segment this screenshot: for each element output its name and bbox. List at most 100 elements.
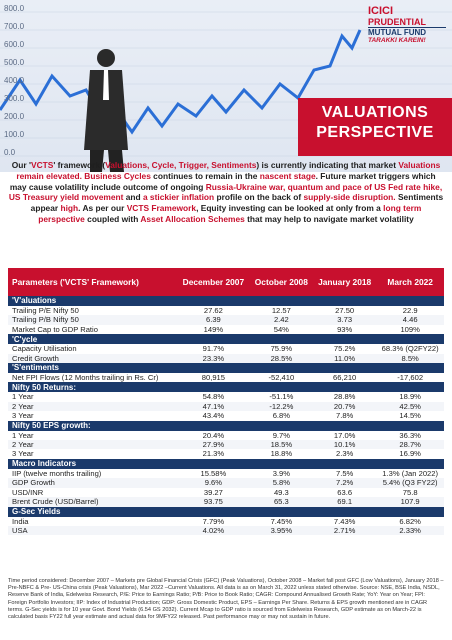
- section-title: Nifty 50 Returns:: [8, 382, 444, 393]
- table-header-row: Parameters ('VCTS' Framework) December 2…: [8, 268, 444, 296]
- trend-line-graphic: [0, 29, 362, 135]
- row-label: 1 Year: [12, 430, 34, 440]
- row-value: 6.39: [177, 315, 250, 325]
- row-value: -52,410: [268, 373, 295, 383]
- row-value: 68.3% (Q2FY22): [381, 344, 439, 354]
- hero-banner: 800.0 700.0 600.0 500.0 400.0 300.0 200.…: [0, 0, 452, 172]
- row-label: USA: [8, 525, 178, 536]
- row-value: 93.75: [177, 497, 250, 507]
- section-header-row: Macro Indicators: [8, 458, 444, 469]
- row-value: -17,602: [397, 373, 424, 383]
- row-value: 47.1%: [177, 401, 250, 412]
- row-value: 3.95%: [249, 525, 313, 536]
- row-value: 28.5%: [249, 353, 313, 364]
- section-header-row: 'V'aluations: [8, 296, 444, 306]
- y-tick: 800.0: [4, 4, 25, 13]
- row-value: 20.4%: [202, 430, 225, 440]
- y-tick: 600.0: [4, 40, 25, 49]
- row-value: 20.7%: [313, 401, 377, 412]
- table-body: 'V'aluations Trailing P/E Nifty 50 27.62 12…: [8, 296, 444, 536]
- row-value: 18.8%: [270, 449, 293, 459]
- row-value: -12.2%: [249, 401, 313, 412]
- row-value: 7.79%: [202, 516, 225, 526]
- row-value: 39.27: [203, 487, 223, 497]
- row-value: -51.1%: [269, 392, 294, 402]
- row-value: 3.73: [313, 315, 377, 325]
- logo-fund: MUTUAL FUND: [368, 27, 446, 37]
- table-row: 3 Year 43.4% 6.8% 7.8% 14.5%: [8, 411, 444, 420]
- row-value: 7.2%: [313, 478, 377, 488]
- section-header-row: 'C'ycle: [8, 334, 444, 345]
- row-value: 4.02%: [177, 525, 250, 536]
- row-value: 63.6: [337, 487, 353, 497]
- section-header-row: G-Sec Yields: [8, 506, 444, 517]
- table-row: 1 Year 20.4% 9.7% 17.0% 36.3%: [8, 431, 444, 440]
- row-value: 65.3: [249, 497, 313, 507]
- row-value: 7.8%: [336, 411, 354, 421]
- header-dec-2007: December 2007: [177, 268, 250, 296]
- row-value: 7.5%: [336, 468, 354, 478]
- section-header-row: 'S'entiments: [8, 363, 444, 374]
- row-value: 1.3% (Jan 2022): [382, 468, 439, 478]
- title-line-2: PERSPECTIVE: [316, 124, 434, 141]
- header-parameters: Parameters ('VCTS' Framework): [8, 268, 178, 296]
- row-value: 5.4% (Q3 FY22): [376, 478, 444, 488]
- table-row: Net FPI Flows (12 Months trailing in Rs.…: [8, 373, 444, 382]
- title-line-1: VALUATIONS: [321, 104, 429, 121]
- row-value: 2.3%: [336, 449, 354, 459]
- row-value: 28.8%: [333, 392, 356, 402]
- section-title: Macro Indicators: [8, 458, 444, 469]
- row-value: 27.9%: [177, 440, 250, 450]
- row-value: 10.1%: [313, 440, 377, 450]
- row-value: 15.58%: [200, 468, 227, 478]
- row-value: 2.42: [249, 315, 313, 325]
- row-label: Market Cap to GDP Ratio: [12, 324, 98, 334]
- row-label: USD/INR: [12, 487, 44, 497]
- row-value: 6.82%: [399, 516, 421, 526]
- y-tick: 300.0: [4, 94, 25, 103]
- row-value: 5.8%: [249, 478, 313, 488]
- header-oct-2008: October 2008: [249, 268, 313, 296]
- row-value: 27.62: [203, 306, 223, 315]
- intro-paragraph: Our 'VCTS' framework (Valuations, Cycle,…: [8, 160, 444, 224]
- row-value: 7.43%: [333, 516, 356, 526]
- row-value: 18.5%: [249, 440, 313, 450]
- row-value: 75.8: [402, 487, 418, 497]
- table-row: 2 Year 47.1% -12.2% 20.7% 42.5%: [8, 401, 444, 412]
- section-title: 'C'ycle: [8, 334, 444, 345]
- row-value: 16.9%: [399, 449, 421, 459]
- section-header-row: Nifty 50 EPS growth:: [8, 420, 444, 431]
- row-value: 91.7%: [202, 344, 225, 354]
- row-value: 2.33%: [376, 525, 444, 536]
- vcts-table: Parameters ('VCTS' Framework) December 2…: [8, 268, 444, 536]
- y-tick: 400.0: [4, 76, 25, 85]
- section-title: 'V'aluations: [8, 296, 444, 306]
- row-value: 3.9%: [272, 468, 290, 478]
- row-label: GDP Growth: [8, 478, 178, 488]
- row-value: 21.3%: [202, 449, 225, 459]
- row-value: 28.7%: [376, 440, 444, 450]
- row-value: 75.9%: [270, 344, 293, 354]
- logo-tagline: TARAKKI KAREIN!: [368, 37, 426, 44]
- table-row: IIP (twelve months trailing) 15.58% 3.9% 7.…: [8, 469, 444, 478]
- title-ribbon: VALUATIONS PERSPECTIVE: [298, 98, 452, 156]
- row-value: 14.5%: [399, 411, 421, 421]
- row-label: 2 Year: [8, 401, 178, 412]
- y-tick: 0.0: [4, 148, 16, 157]
- hero-background-graphic: [0, 11, 452, 172]
- table-row: 1 Year 54.8% -51.1% 28.8% 18.9%: [8, 392, 444, 401]
- row-value: 54%: [273, 324, 289, 334]
- table-row: Credit Growth 23.3% 28.5% 11.0% 8.5%: [8, 353, 444, 364]
- section-title: 'S'entiments: [8, 363, 444, 374]
- row-value: 9.7%: [272, 430, 290, 440]
- row-label: 3 Year: [12, 411, 34, 421]
- row-value: 75.2%: [333, 344, 356, 354]
- row-label: Brent Crude (USD/Barrel): [8, 497, 178, 507]
- row-value: 12.57: [271, 306, 291, 315]
- row-label: IIP (twelve months trailing): [12, 468, 102, 478]
- y-tick: 100.0: [4, 130, 25, 139]
- row-label: Trailing P/E Nifty 50: [12, 306, 79, 315]
- row-value: 69.1: [313, 497, 377, 507]
- y-tick: 700.0: [4, 22, 25, 31]
- row-label: India: [12, 516, 29, 526]
